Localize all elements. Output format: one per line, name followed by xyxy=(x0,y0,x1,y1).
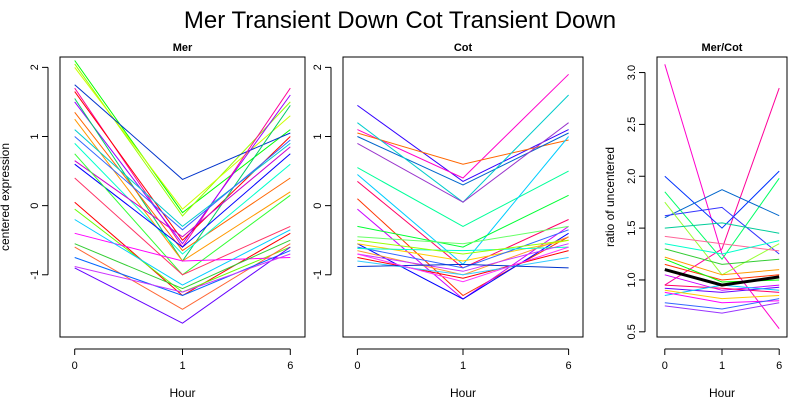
series-line xyxy=(74,91,291,241)
series-line xyxy=(357,232,569,300)
series-line xyxy=(74,239,291,290)
series-line xyxy=(357,136,569,266)
panel-mer-cot: Mer/Cot 0 1 6 Hour 0.5 1.0 1.5 2.0 2.5 3.0 ratio of… xyxy=(603,42,788,400)
series-line xyxy=(357,104,569,182)
y-tick-label: 2.0 xyxy=(626,169,638,184)
series-line xyxy=(74,67,291,210)
panel-cot: Cot 0 1 6 Hour -1 0 1 2 xyxy=(312,42,584,400)
x-axis-label: Hour xyxy=(169,386,195,400)
y-tick-label: 2.5 xyxy=(626,117,638,132)
series-line xyxy=(664,189,780,219)
y-tick-label: 2 xyxy=(312,64,324,70)
series-line xyxy=(357,239,569,255)
x-tick-label: 6 xyxy=(776,360,782,372)
plot-frame xyxy=(342,56,584,338)
series-line xyxy=(357,225,569,245)
series-line xyxy=(664,289,780,300)
series-line xyxy=(664,235,780,252)
series-line xyxy=(74,253,291,293)
series-line xyxy=(664,222,780,234)
series-line xyxy=(357,167,569,227)
plot-frame xyxy=(59,56,306,338)
series-line xyxy=(357,236,569,276)
series-line xyxy=(74,219,291,286)
series-line xyxy=(74,246,291,324)
series-line xyxy=(74,84,291,180)
y-tick-label: 1.0 xyxy=(626,272,638,287)
series-line xyxy=(357,194,569,248)
y-tick-label: -1 xyxy=(312,270,324,280)
x-tick-label: 0 xyxy=(72,360,78,372)
series-line xyxy=(664,206,780,255)
y-tick-label: 0 xyxy=(312,203,324,209)
series-line xyxy=(664,263,780,281)
y-tick-label: 1.5 xyxy=(626,220,638,235)
series-line xyxy=(74,111,291,252)
chart-title: Mer Transient Down Cot Transient Down xyxy=(184,7,616,34)
series-line xyxy=(357,263,569,269)
y-tick-label: 2 xyxy=(29,64,41,70)
series-line xyxy=(74,177,291,276)
series-line xyxy=(664,298,780,310)
series-line xyxy=(664,274,780,291)
y-axis-label: ratio of uncentered xyxy=(603,147,617,247)
plot-frame xyxy=(656,56,788,338)
series-line xyxy=(74,146,291,238)
series-line xyxy=(74,136,291,231)
series-line xyxy=(664,256,780,276)
series-line xyxy=(664,178,780,261)
series-line xyxy=(357,122,569,203)
series-line xyxy=(664,240,780,255)
panel-title: Mer/Cot xyxy=(702,42,743,54)
series-line xyxy=(664,291,780,304)
panel-title: Mer xyxy=(173,42,193,54)
y-tick-label: 3.0 xyxy=(626,65,638,80)
series-line xyxy=(664,302,780,314)
series-line xyxy=(664,268,780,287)
x-tick-label: 1 xyxy=(719,360,725,372)
x-tick-label: 1 xyxy=(460,360,466,372)
series-line xyxy=(357,243,569,272)
series-line xyxy=(357,229,569,269)
chart-panels: Mer 0 1 6 Hour -1 0 1 2 centered expression Cot 0 1 6… xyxy=(0,42,788,400)
x-tick-label: 0 xyxy=(354,360,360,372)
y-axis-label: centered expression xyxy=(0,143,12,251)
series-line xyxy=(74,153,291,248)
y-tick-label: 1 xyxy=(312,133,324,139)
series-line xyxy=(74,94,291,245)
series-line xyxy=(357,132,569,165)
panel-title: Cot xyxy=(454,42,473,54)
series-line xyxy=(664,248,780,265)
y-tick-label: -1 xyxy=(29,270,41,280)
series-line xyxy=(357,198,569,297)
y-tick-label: 0.5 xyxy=(626,324,638,339)
series-line xyxy=(74,250,291,297)
series-line xyxy=(74,232,291,262)
series-line xyxy=(357,250,569,279)
x-axis-label: Hour xyxy=(709,386,735,400)
x-tick-label: 6 xyxy=(566,360,572,372)
series-line xyxy=(74,143,291,255)
series-line xyxy=(357,132,569,186)
panel-mer: Mer 0 1 6 Hour -1 0 1 2 centered expression xyxy=(0,42,306,400)
series-line xyxy=(664,87,780,286)
series-line xyxy=(357,73,569,179)
series-line xyxy=(74,129,291,228)
x-tick-label: 6 xyxy=(287,360,293,372)
series-line xyxy=(357,246,569,283)
series-line xyxy=(357,246,569,252)
series-line xyxy=(664,284,780,293)
y-tick-label: 1 xyxy=(29,133,41,139)
x-axis-label: Hour xyxy=(450,386,476,400)
x-tick-label: 0 xyxy=(662,360,668,372)
y-tick-label: 0 xyxy=(29,203,41,209)
series-line xyxy=(664,170,780,229)
x-tick-label: 1 xyxy=(179,360,185,372)
